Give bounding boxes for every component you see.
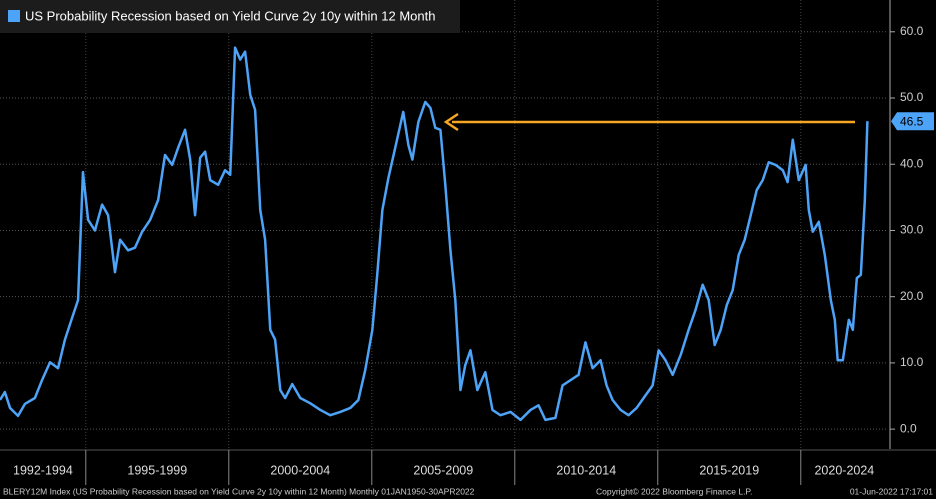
source-note: BLERY12M Index (US Probability Recession… — [3, 486, 475, 496]
y-tick-label: 20.0 — [900, 289, 924, 303]
x-tick-label: 1995-1999 — [127, 463, 187, 477]
x-tick-label: 1992-1994 — [13, 463, 73, 477]
last-value-label: 46.5 — [900, 114, 924, 128]
copyright: Copyright© 2022 Bloomberg Finance L.P. — [596, 486, 752, 496]
y-tick-label: 60.0 — [900, 24, 924, 38]
x-tick-label: 2010-2014 — [556, 463, 616, 477]
y-tick-label: 10.0 — [900, 355, 924, 369]
legend-label: US Probability Recession based on Yield … — [25, 8, 435, 23]
legend-swatch — [8, 10, 20, 22]
arrow-head — [443, 112, 459, 132]
x-tick-label: 2005-2009 — [413, 463, 473, 477]
x-tick-label: 2000-2004 — [270, 463, 330, 477]
y-tick-label: 0.0 — [900, 421, 917, 435]
timestamp: 01-Jun-2022 17:17:01 — [850, 486, 933, 496]
y-tick-label: 40.0 — [900, 156, 924, 170]
legend-box — [0, 0, 460, 33]
last-value-box — [891, 112, 934, 131]
x-tick-label: 2020-2024 — [814, 463, 874, 477]
y-tick-label: 50.0 — [900, 90, 924, 104]
y-tick-label: 30.0 — [900, 223, 924, 237]
line — [0, 46, 869, 422]
x-tick-label: 2015-2019 — [699, 463, 759, 477]
plot — [0, 46, 869, 422]
axes: 0.0 10.0 20.0 30.0 40.0 50.0 60.0 1992-1994 1995… — [13, 24, 934, 485]
